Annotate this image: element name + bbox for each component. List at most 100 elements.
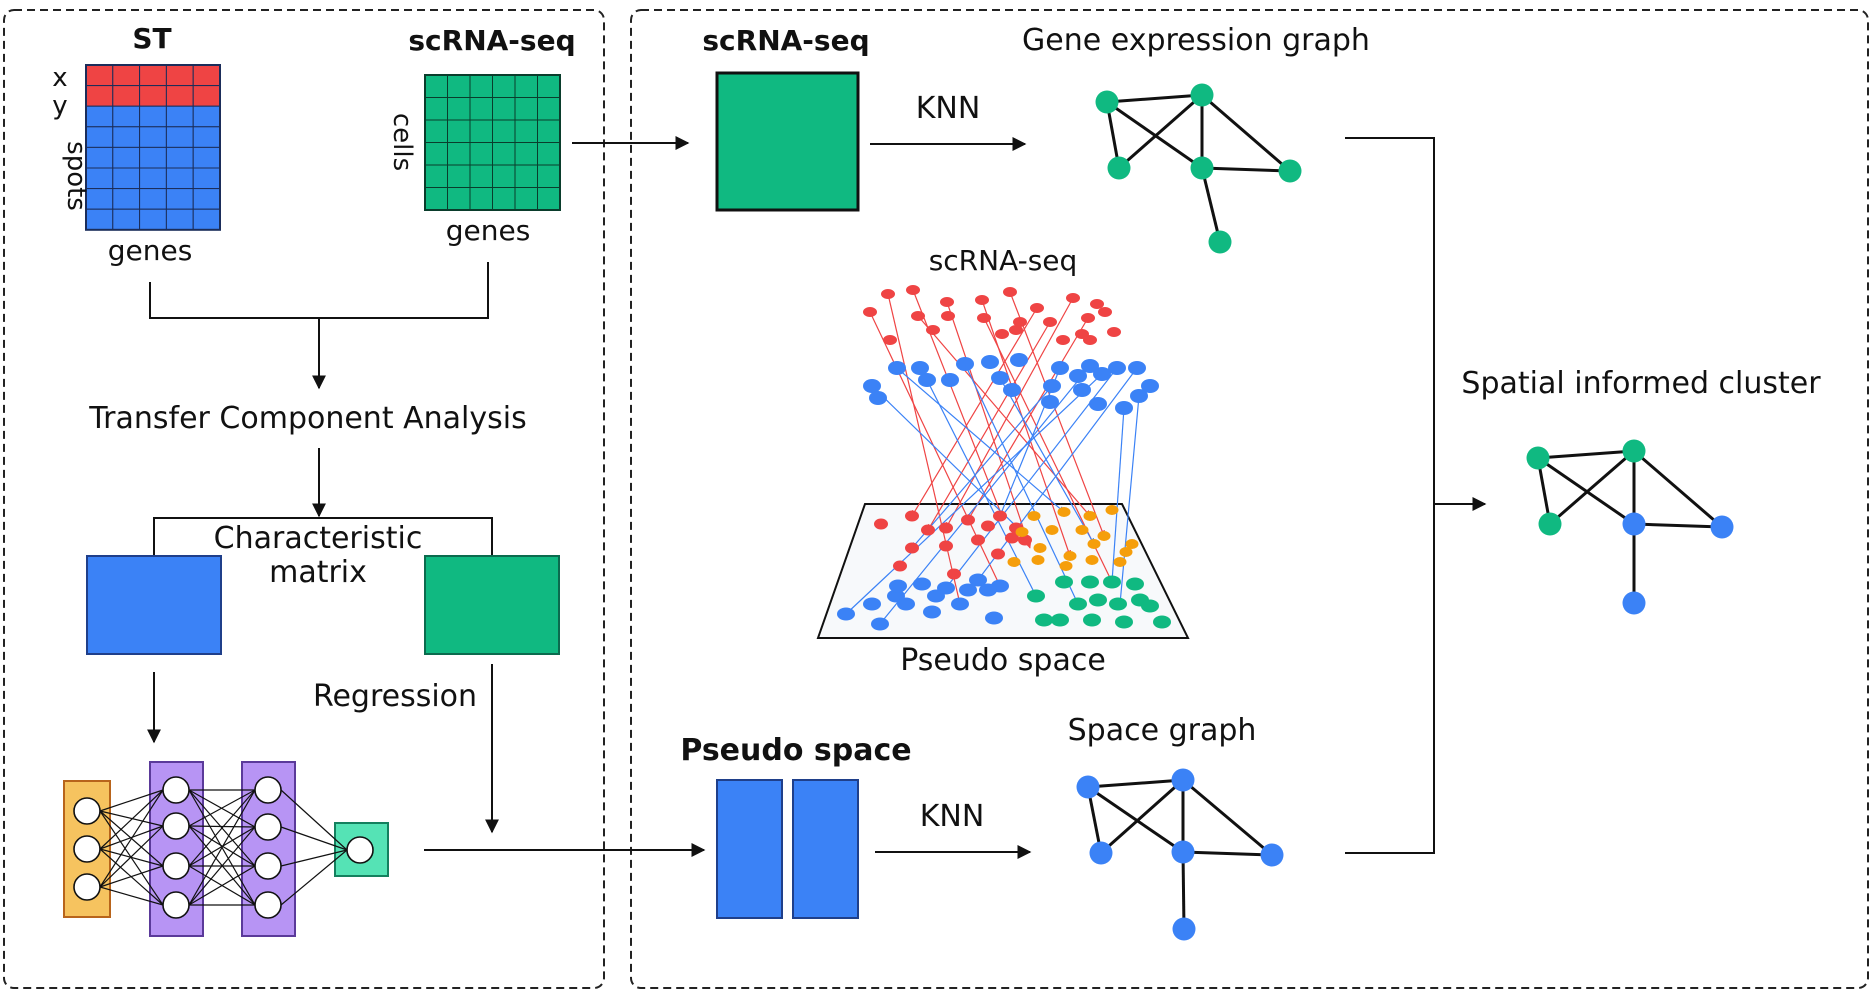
spot-orange [1031, 555, 1045, 565]
graph-edge [1118, 93, 1203, 170]
spot-blue [897, 597, 915, 611]
cell-blue [941, 373, 959, 387]
st-matrix-cell [165, 188, 194, 210]
st-matrix-cell [139, 85, 167, 107]
spot-orange [1113, 557, 1127, 567]
st-row-label-x: x [52, 63, 67, 93]
nn-neuron [73, 835, 101, 863]
cell-red [1107, 327, 1121, 337]
st-matrix-cell [85, 208, 114, 231]
spot-orange [1027, 511, 1041, 521]
sc-matrix-cell [424, 119, 448, 143]
spot-orange [1059, 561, 1073, 571]
nn-connection [280, 826, 348, 851]
mapping-arrow-red [911, 307, 1038, 517]
nn-neuron [73, 797, 101, 825]
sc-matrix-cell [514, 164, 538, 188]
mapping-arrow-blue [896, 367, 1065, 513]
sc-matrix-cell [447, 187, 471, 211]
cell-red [995, 329, 1009, 339]
spot-blue [979, 583, 997, 597]
sc-rows-label: cells [387, 113, 417, 171]
right-panel-border [630, 9, 1869, 989]
spot-orange [1087, 539, 1101, 549]
sc-matrix-cell [492, 164, 516, 188]
graph-edge [1633, 449, 1723, 529]
cell-red [881, 289, 895, 299]
graph-node [1622, 439, 1646, 463]
cell-blue [1051, 361, 1069, 375]
mapping-arrow-red [1009, 291, 1105, 537]
st-matrix-border [85, 64, 221, 231]
cell-blue [1128, 361, 1146, 375]
graph-edge [1182, 850, 1273, 857]
cell-red [940, 297, 954, 307]
mapping-arrow-blue [945, 367, 1118, 589]
knn-bottom-label: KNN [920, 799, 985, 834]
spot-green [1081, 575, 1099, 589]
graph-node [1538, 512, 1562, 536]
mapping-arrow-blue [964, 363, 1079, 605]
mapping-arrow-red [946, 301, 1032, 549]
spot-orange [1007, 557, 1021, 567]
space-graph-title: Space graph [1068, 713, 1257, 748]
st-title: ST [132, 22, 171, 55]
spot-blue [837, 607, 855, 621]
nn-neuron [162, 891, 190, 919]
mapping-arrow-blue [871, 385, 1023, 533]
nn-connection [280, 849, 348, 867]
cell-blue [863, 379, 881, 393]
nn-connection [188, 789, 256, 827]
st-matrix-cell [112, 146, 141, 169]
pseudo-space-plane [816, 503, 1190, 639]
nn-connection [188, 789, 256, 867]
spot-green [1051, 613, 1069, 627]
mapping-arrow-red [967, 317, 1089, 521]
characteristic-label-line2: matrix [269, 555, 367, 590]
nn-connection [99, 789, 164, 850]
sc-matrix-border [424, 74, 561, 211]
spot-blue [985, 611, 1003, 625]
sc-matrix-cell [537, 142, 561, 166]
spot-green [1103, 575, 1121, 589]
st-matrix-cell [165, 85, 194, 107]
nn-neuron [73, 873, 101, 901]
spot-red [993, 510, 1007, 522]
graph-node [1710, 515, 1734, 539]
gene-graph-title: Gene expression graph [1022, 23, 1370, 58]
spot-green [1109, 597, 1127, 611]
cell-blue [1073, 383, 1091, 397]
graph-node [1622, 512, 1646, 536]
cell-red [1009, 325, 1023, 335]
sc-title-right: scRNA-seq [702, 24, 869, 57]
gene-expression-graph [1095, 83, 1302, 254]
sc-matrix-cell [469, 119, 493, 143]
nn-neuron [162, 852, 190, 880]
graph-edge [1633, 522, 1723, 529]
sc-matrix-cell [537, 74, 561, 98]
spot-green [1027, 589, 1045, 603]
sc-matrix-cell [469, 97, 493, 121]
sc-matrix-cell [447, 119, 471, 143]
pseudo-space-caption: Pseudo space [900, 643, 1106, 678]
st-cols-label: genes [108, 234, 193, 267]
mapping-arrow-blue [1117, 395, 1140, 605]
st-matrix-cell [165, 64, 194, 87]
spot-green [1126, 577, 1144, 591]
spatial-cluster-graph [1526, 439, 1734, 615]
spot-green [1115, 615, 1133, 629]
cell-red [1090, 299, 1104, 309]
characteristic-bracket [153, 517, 493, 556]
spot-red [961, 514, 975, 526]
sc-matrix-cell [424, 74, 448, 98]
cell-blue [1089, 397, 1107, 411]
characteristic-matrix-st [86, 555, 222, 655]
sc-matrix-cell [492, 119, 516, 143]
nn-connection [188, 825, 256, 828]
mapping-arrow-red [927, 321, 1051, 531]
spot-orange [1083, 511, 1097, 521]
graph-node [1172, 917, 1196, 941]
st-matrix-cell [112, 188, 141, 210]
st-matrix-cell [165, 126, 194, 148]
sc-matrix-cell [469, 164, 493, 188]
